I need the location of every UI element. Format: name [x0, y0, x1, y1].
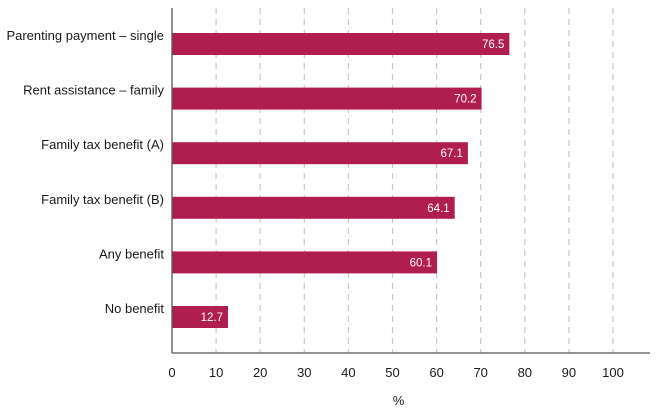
x-tick-label-0: 0 [168, 365, 175, 380]
data-label-4: 64.1 [427, 203, 449, 215]
data-label-5: 60.1 [410, 257, 432, 269]
bar-1 [172, 33, 510, 55]
x-tick-label-50: 50 [385, 365, 399, 380]
x-axis-title: % [393, 393, 405, 408]
data-label-1: 76.5 [482, 39, 504, 51]
x-tick-label-30: 30 [297, 365, 311, 380]
x-tick-label-10: 10 [209, 365, 223, 380]
axes [171, 8, 650, 354]
category-label-1: Parenting payment – single [6, 28, 164, 43]
data-label-3: 67.1 [441, 148, 463, 160]
category-label-2: Rent assistance – family [23, 83, 164, 98]
data-label-2: 70.2 [454, 94, 476, 106]
category-label-4: Family tax benefit (B) [41, 192, 164, 207]
bar-2 [172, 87, 482, 110]
x-tick-label-60: 60 [429, 365, 443, 380]
data-label-6: 12.7 [201, 312, 223, 324]
gridlines [215, 8, 614, 353]
bars [172, 33, 510, 328]
x-tick-label-70: 70 [473, 365, 487, 380]
bar-6 [172, 306, 229, 328]
x-tick-label-20: 20 [253, 365, 267, 380]
x-tick-label-90: 90 [562, 365, 576, 380]
category-label-5: Any benefit [99, 246, 164, 261]
labels: 0 10 20 30 40 50 60 70 80 90 100 76.5 Parenting paym… [6, 28, 623, 380]
category-label-3: Family tax benefit (A) [41, 137, 164, 152]
bar-5 [172, 251, 438, 274]
x-tick-label-100: 100 [602, 365, 624, 380]
bar-4 [172, 196, 455, 219]
bar-3 [172, 142, 468, 165]
x-tick-label-80: 80 [518, 365, 532, 380]
category-label-6: No benefit [105, 301, 165, 316]
x-tick-label-40: 40 [341, 365, 355, 380]
